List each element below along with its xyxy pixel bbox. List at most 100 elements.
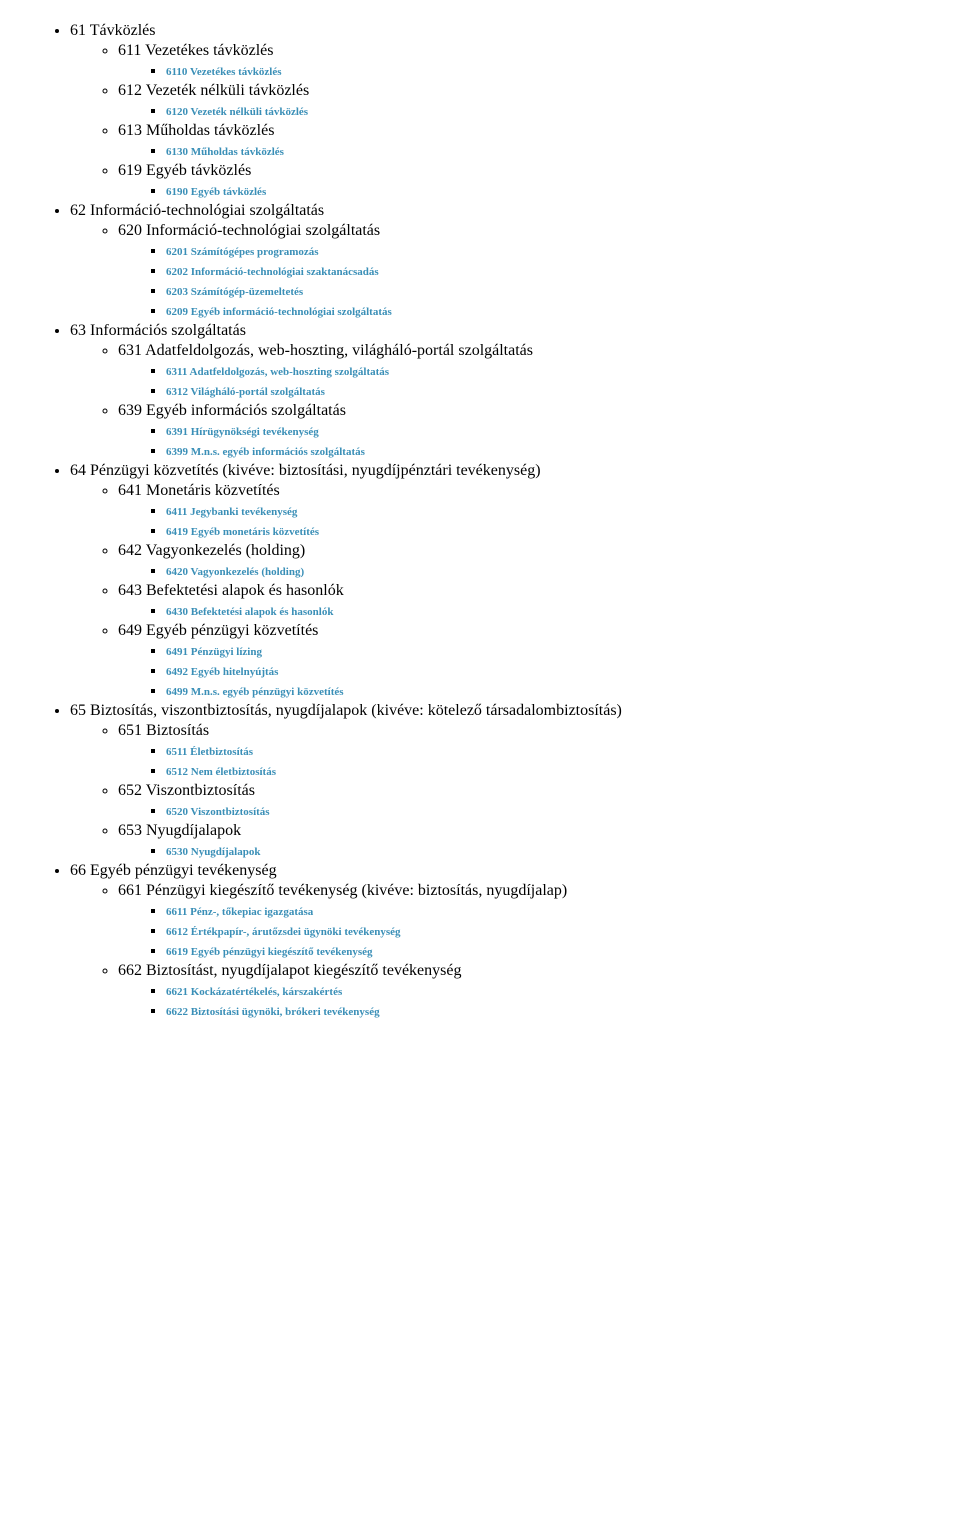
- level2-label: 613 Műholdas távközlés: [118, 122, 274, 139]
- level3-link[interactable]: 6110 Vezetékes távközlés: [166, 66, 281, 78]
- level3-link[interactable]: 6399 M.n.s. egyéb információs szolgáltat…: [166, 446, 365, 458]
- level3-list: 6391 Hírügynökségi tevékenység 6399 M.n.s…: [118, 422, 930, 460]
- level3-link[interactable]: 6391 Hírügynökségi tevékenység: [166, 426, 319, 438]
- level2-item: 631 Adatfeldolgozás, web-hoszting, világ…: [118, 342, 930, 400]
- level3-item: 6120 Vezeték nélküli távközlés: [166, 102, 930, 120]
- level3-list: 6530 Nyugdíjalapok: [118, 842, 930, 860]
- level3-link[interactable]: 6492 Egyéb hitelnyújtás: [166, 666, 278, 678]
- level3-item: 6202 Információ-technológiai szaktanácsa…: [166, 262, 930, 280]
- level3-item: 6621 Kockázatértékelés, kárszakértés: [166, 982, 930, 1000]
- level3-link[interactable]: 6520 Viszontbiztosítás: [166, 806, 270, 818]
- level2-label: 612 Vezeték nélküli távközlés: [118, 82, 309, 99]
- level2-list: 641 Monetáris közvetítés6411 Jegybanki t…: [70, 482, 930, 700]
- level3-list: 6430 Befektetési alapok és hasonlók: [118, 602, 930, 620]
- level3-link[interactable]: 6411 Jegybanki tevékenység: [166, 506, 297, 518]
- level3-link[interactable]: 6491 Pénzügyi lízing: [166, 646, 262, 658]
- level3-link[interactable]: 6611 Pénz-, tőkepiac igazgatása: [166, 906, 313, 918]
- level3-item: 6619 Egyéb pénzügyi kiegészítő tevékenys…: [166, 942, 930, 960]
- level3-link[interactable]: 6499 M.n.s. egyéb pénzügyi közvetítés: [166, 686, 344, 698]
- level2-label: 642 Vagyonkezelés (holding): [118, 542, 305, 559]
- level3-link[interactable]: 6203 Számítógép-üzemeltetés: [166, 286, 303, 298]
- level3-item: 6612 Értékpapír-, árutőzsdei ügynöki tev…: [166, 922, 930, 940]
- level1-item: 65 Biztosítás, viszontbiztosítás, nyugdí…: [70, 702, 930, 860]
- level3-list: 6411 Jegybanki tevékenység 6419 Egyéb mon…: [118, 502, 930, 540]
- level2-label: 653 Nyugdíjalapok: [118, 822, 241, 839]
- level3-link[interactable]: 6311 Adatfeldolgozás, web-hoszting szolg…: [166, 366, 389, 378]
- level2-list: 661 Pénzügyi kiegészítő tevékenység (kiv…: [70, 882, 930, 1020]
- level1-item: 62 Információ-technológiai szolgáltatás 6…: [70, 202, 930, 320]
- level2-item: 620 Információ-technológiai szolgáltatás…: [118, 222, 930, 320]
- level2-item: 649 Egyéb pénzügyi közvetítés 6491 Pénzüg…: [118, 622, 930, 700]
- level3-item: 6201 Számítógépes programozás: [166, 242, 930, 260]
- level1-label: 65 Biztosítás, viszontbiztosítás, nyugdí…: [70, 702, 622, 719]
- level2-label: 620 Információ-technológiai szolgáltatás: [118, 222, 380, 239]
- level2-item: 619 Egyéb távközlés 6190 Egyéb távközlés: [118, 162, 930, 200]
- level1-label: 61 Távközlés: [70, 22, 155, 39]
- level3-list: 6311 Adatfeldolgozás, web-hoszting szolg…: [118, 362, 930, 400]
- level2-label: 649 Egyéb pénzügyi közvetítés: [118, 622, 318, 639]
- level3-list: 6611 Pénz-, tőkepiac igazgatása 6612 Érté…: [118, 902, 930, 960]
- level2-list: 620 Információ-technológiai szolgáltatás…: [70, 222, 930, 320]
- level3-list: 6110 Vezetékes távközlés: [118, 62, 930, 80]
- level3-link[interactable]: 6430 Befektetési alapok és hasonlók: [166, 606, 333, 618]
- level3-item: 6511 Életbiztosítás: [166, 742, 930, 760]
- level3-list: 6511 Életbiztosítás 6512 Nem életbiztosít…: [118, 742, 930, 780]
- level3-link[interactable]: 6621 Kockázatértékelés, kárszakértés: [166, 986, 342, 998]
- level2-label: 619 Egyéb távközlés: [118, 162, 251, 179]
- level1-item: 64 Pénzügyi közvetítés (kivéve: biztosít…: [70, 462, 930, 700]
- level3-list: 6491 Pénzügyi lízing 6492 Egyéb hitelnyúj…: [118, 642, 930, 700]
- level3-list: 6190 Egyéb távközlés: [118, 182, 930, 200]
- level3-link[interactable]: 6419 Egyéb monetáris közvetítés: [166, 526, 319, 538]
- level3-list: 6520 Viszontbiztosítás: [118, 802, 930, 820]
- level3-link[interactable]: 6312 Világháló-portál szolgáltatás: [166, 386, 325, 398]
- level1-item: 61 Távközlés 611 Vezetékes távközlés 6110 …: [70, 22, 930, 200]
- level3-list: 6130 Műholdas távközlés: [118, 142, 930, 160]
- level3-link[interactable]: 6120 Vezeték nélküli távközlés: [166, 106, 308, 118]
- level2-label: 643 Befektetési alapok és hasonlók: [118, 582, 344, 599]
- level2-item: 613 Műholdas távközlés 6130 Műholdas távk…: [118, 122, 930, 160]
- level3-item: 6209 Egyéb információ-technológiai szolg…: [166, 302, 930, 320]
- level2-item: 651 Biztosítás 6511 Életbiztosítás 6512 Ne…: [118, 722, 930, 780]
- level3-link[interactable]: 6622 Biztosítási ügynöki, brókeri tevéke…: [166, 1006, 380, 1018]
- level2-item: 643 Befektetési alapok és hasonlók 6430 B…: [118, 582, 930, 620]
- level3-link[interactable]: 6130 Műholdas távközlés: [166, 146, 284, 158]
- level2-item: 642 Vagyonkezelés (holding) 6420 Vagyonke…: [118, 542, 930, 580]
- level3-link[interactable]: 6619 Egyéb pénzügyi kiegészítő tevékenys…: [166, 946, 373, 958]
- level3-item: 6311 Adatfeldolgozás, web-hoszting szolg…: [166, 362, 930, 380]
- level3-link[interactable]: 6202 Információ-technológiai szaktanácsa…: [166, 266, 379, 278]
- level2-item: 653 Nyugdíjalapok 6530 Nyugdíjalapok: [118, 822, 930, 860]
- level3-link[interactable]: 6511 Életbiztosítás: [166, 746, 253, 758]
- level3-item: 6611 Pénz-, tőkepiac igazgatása: [166, 902, 930, 920]
- level3-link[interactable]: 6512 Nem életbiztosítás: [166, 766, 276, 778]
- level2-item: 641 Monetáris közvetítés6411 Jegybanki t…: [118, 482, 930, 540]
- level1-label: 66 Egyéb pénzügyi tevékenység: [70, 862, 277, 879]
- level2-label: 651 Biztosítás: [118, 722, 209, 739]
- level3-link[interactable]: 6209 Egyéb információ-technológiai szolg…: [166, 306, 392, 318]
- level2-item: 662 Biztosítást, nyugdíjalapot kiegészít…: [118, 962, 930, 1020]
- level2-label: 611 Vezetékes távközlés: [118, 42, 274, 59]
- level3-item: 6430 Befektetési alapok és hasonlók: [166, 602, 930, 620]
- level2-item: 652 Viszontbiztosítás6520 Viszontbiztosí…: [118, 782, 930, 820]
- level3-link[interactable]: 6201 Számítógépes programozás: [166, 246, 319, 258]
- level3-item: 6110 Vezetékes távközlés: [166, 62, 930, 80]
- level3-link[interactable]: 6190 Egyéb távközlés: [166, 186, 266, 198]
- level2-list: 651 Biztosítás 6511 Életbiztosítás 6512 Ne…: [70, 722, 930, 860]
- level3-list: 6621 Kockázatértékelés, kárszakértés 6622…: [118, 982, 930, 1020]
- level3-link[interactable]: 6530 Nyugdíjalapok: [166, 846, 260, 858]
- level3-item: 6492 Egyéb hitelnyújtás: [166, 662, 930, 680]
- level2-item: 611 Vezetékes távközlés 6110 Vezetékes tá…: [118, 42, 930, 80]
- classification-tree: 61 Távközlés 611 Vezetékes távközlés 6110 …: [30, 22, 930, 1020]
- level2-list: 631 Adatfeldolgozás, web-hoszting, világ…: [70, 342, 930, 460]
- level2-label: 662 Biztosítást, nyugdíjalapot kiegészít…: [118, 962, 461, 979]
- level3-link[interactable]: 6612 Értékpapír-, árutőzsdei ügynöki tev…: [166, 926, 401, 938]
- level3-item: 6203 Számítógép-üzemeltetés: [166, 282, 930, 300]
- level3-item: 6512 Nem életbiztosítás: [166, 762, 930, 780]
- level3-list: 6120 Vezeték nélküli távközlés: [118, 102, 930, 120]
- level3-item: 6399 M.n.s. egyéb információs szolgáltat…: [166, 442, 930, 460]
- level3-item: 6411 Jegybanki tevékenység: [166, 502, 930, 520]
- level3-link[interactable]: 6420 Vagyonkezelés (holding): [166, 566, 304, 578]
- level3-item: 6420 Vagyonkezelés (holding): [166, 562, 930, 580]
- level1-label: 64 Pénzügyi közvetítés (kivéve: biztosít…: [70, 462, 541, 479]
- level1-label: 62 Információ-technológiai szolgáltatás: [70, 202, 324, 219]
- level3-item: 6530 Nyugdíjalapok: [166, 842, 930, 860]
